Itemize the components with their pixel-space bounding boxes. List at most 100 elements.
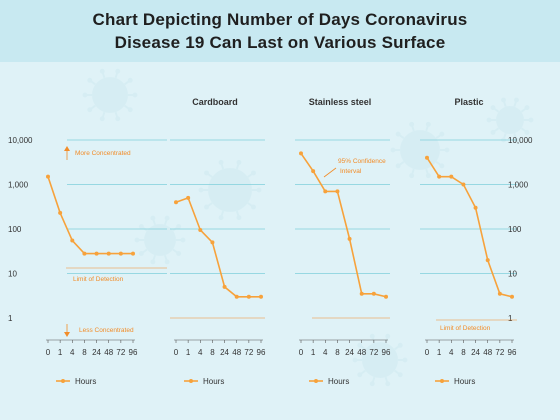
x-tick-label: 0 [174,348,179,357]
legend-marker [314,379,318,383]
x-tick-label: 8 [82,348,87,357]
data-point [497,291,502,296]
x-tick-label: 48 [483,348,492,357]
legend-label: Hours [328,377,349,386]
x-tick-label: 4 [323,348,328,357]
data-point [335,189,340,194]
y-tick-label: 10 [8,270,17,279]
data-point [323,189,328,194]
data-point [106,251,111,256]
x-tick-label: 48 [232,348,241,357]
background-virus-decoration [82,68,534,387]
data-point [359,291,364,296]
annotation-pointer [323,167,337,178]
x-tick-label: 24 [471,348,480,357]
x-tick-label: 72 [495,348,504,357]
series-line [175,196,261,298]
data-point [210,240,215,245]
x-tick-label: 72 [369,348,378,357]
legend-marker [61,379,65,383]
virus-icon [82,68,138,122]
virus-icon [390,121,450,179]
legend-marker [440,379,444,383]
data-point [485,258,490,263]
chart-title-line-1: Chart Depicting Number of Days Coronavir… [92,10,468,29]
annotation-less-concentrated: Less Concentrated [79,327,134,334]
data-point [82,251,87,256]
x-tick-label: 1 [186,348,191,357]
x-tick-label: 96 [508,348,517,357]
data-point [299,151,303,156]
data-point [259,294,263,299]
y-tick-label: 10 [508,270,517,279]
x-tick-label: 96 [257,348,266,357]
chart-title: Chart Depicting Number of Days Coronavir… [0,8,560,54]
x-tick-label: 8 [335,348,340,357]
x-tick-label: 1 [437,348,442,357]
legend-marker [189,379,193,383]
legend-label: Hours [454,377,475,386]
y-tick-label: 1 [508,314,513,323]
data-point [186,195,191,200]
data-point [70,238,75,243]
data-point [473,205,478,210]
x-tick-label: 8 [210,348,215,357]
x-tick-label: 8 [461,348,466,357]
x-tick-label: 0 [425,348,430,357]
data-point [118,251,123,256]
series-line [47,176,133,255]
data-point [131,251,135,256]
virus-icon [486,97,534,143]
series-line [300,152,387,298]
y-tick-label: 1,000 [8,181,29,190]
x-tick-label: 24 [345,348,354,357]
virus-icon [352,333,408,387]
arrow-down-head [64,332,70,337]
x-tick-label: 4 [198,348,203,357]
panel-title: Stainless steel [309,97,372,107]
annotation-confidence-interval: 95% Confidence [338,158,386,165]
data-point [198,227,203,232]
legend-label: Hours [203,377,224,386]
x-tick-label: 4 [70,348,75,357]
data-point [58,210,63,215]
x-tick-label: 96 [382,348,391,357]
x-tick-label: 24 [220,348,229,357]
annotation-more-concentrated: More Concentrated [75,150,131,157]
annotation-limit-of-detection: Limit of Detection [73,276,124,283]
data-point [371,291,376,296]
series-line [426,157,513,298]
chart-title-line-2: Disease 19 Can Last on Various Surface [114,33,446,52]
y-tick-label: 10,000 [508,136,533,145]
legend-label: Hours [75,377,96,386]
data-point [437,174,442,179]
panel-title: Cardboard [192,97,238,107]
y-tick-label: 1 [8,314,13,323]
data-point [94,251,99,256]
data-point [234,294,239,299]
data-point [461,182,466,187]
y-tick-label: 1,000 [508,181,529,190]
title-banner [0,0,560,62]
annotations: More Concentrated Limit of Detection Less … [64,146,517,337]
data-point [384,294,388,299]
annotation-confidence-interval-line2: Interval [340,168,362,175]
x-tick-label: 96 [129,348,138,357]
data-point [311,169,316,174]
x-tick-label: 1 [58,348,63,357]
y-tick-label: 10,000 [8,136,33,145]
x-tick-label: 0 [46,348,51,357]
x-tick-label: 24 [92,348,101,357]
x-tick-label: 4 [449,348,454,357]
arrow-up-head [64,146,70,151]
data-point [222,284,227,289]
data-point [246,294,251,299]
x-tick-label: 72 [116,348,125,357]
x-tick-label: 48 [357,348,366,357]
